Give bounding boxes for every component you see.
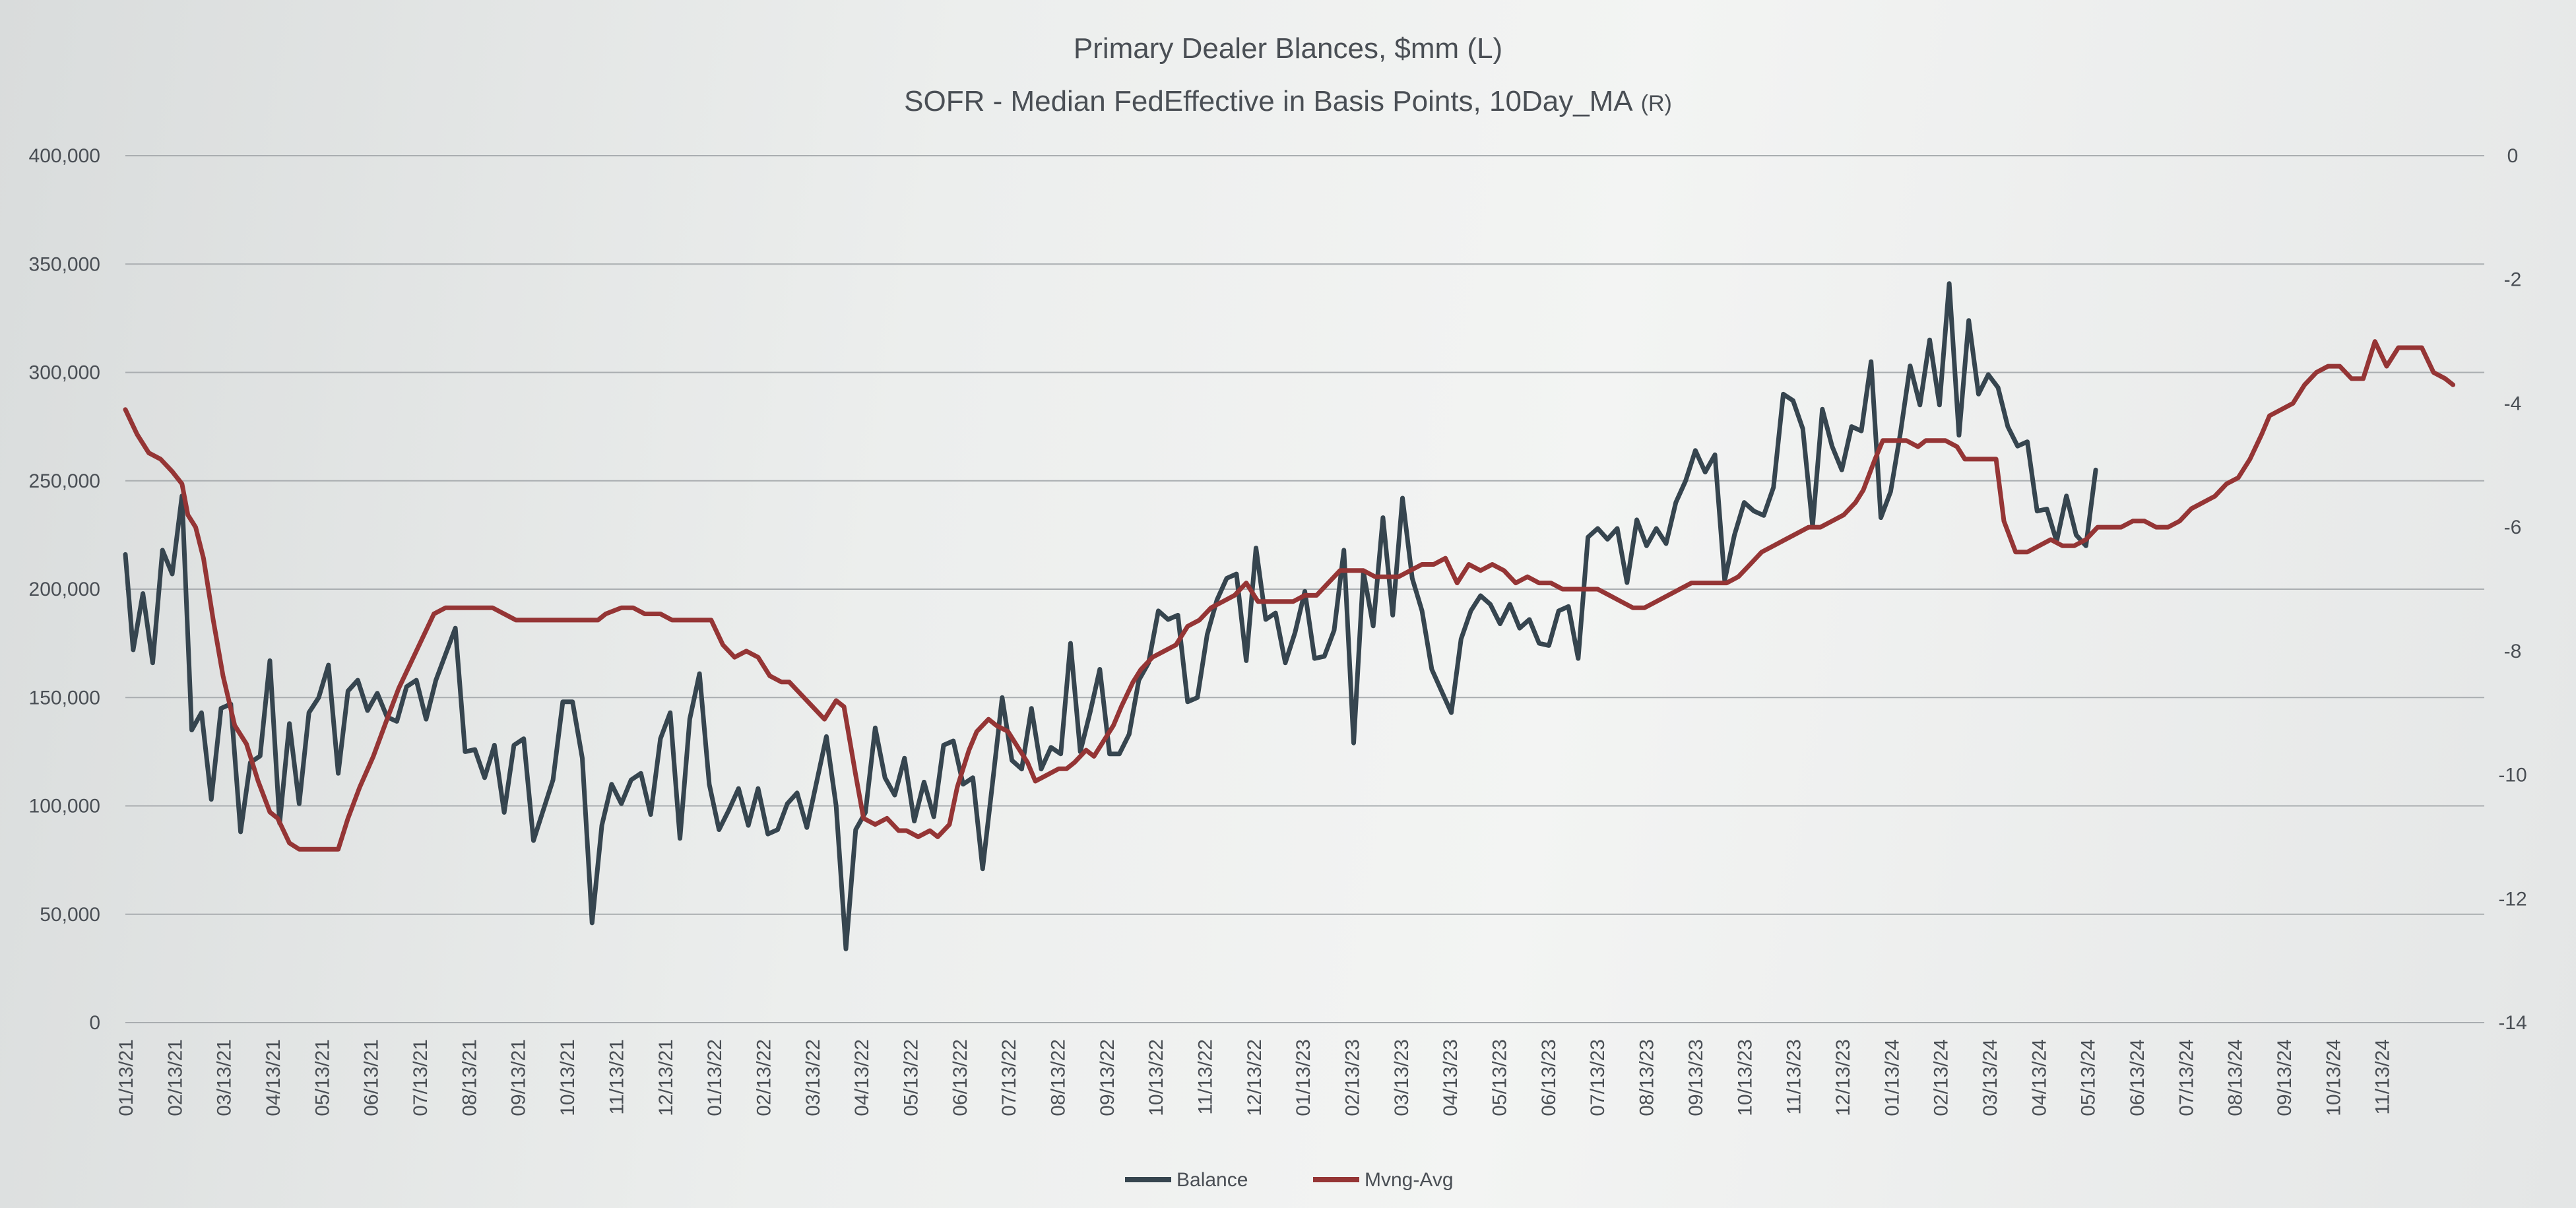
x-tick-label: 11/13/24 [2372, 1039, 2394, 1115]
left-y-axis: 0 50,000 100,000 150,000 200,000 250,000 300,0… [29, 145, 100, 1034]
x-tick-label: 03/13/24 [1980, 1039, 2001, 1116]
x-axis: 01/13/21 02/13/21 03/13/21 04/13/21 05/13/21… [115, 1039, 2394, 1116]
x-tick-label: 10/13/24 [2323, 1039, 2344, 1116]
left-y-tick-label: 0 [89, 1012, 100, 1034]
legend-label-mvng-avg: Mvng-Avg [1365, 1169, 1454, 1191]
x-tick-label: 03/13/22 [802, 1039, 824, 1116]
x-tick-label: 01/13/24 [1881, 1039, 1903, 1116]
x-tick-label: 09/13/22 [1097, 1039, 1118, 1116]
right-y-tick-label: -2 [2504, 269, 2522, 291]
x-tick-label: 10/13/21 [557, 1039, 579, 1116]
x-tick-label: 01/13/22 [704, 1039, 726, 1116]
right-y-tick-label: -10 [2498, 765, 2527, 786]
legend-label-balance: Balance [1176, 1169, 1248, 1191]
left-y-tick-label: 150,000 [29, 687, 100, 709]
x-tick-label: 05/13/24 [2078, 1039, 2100, 1116]
left-y-tick-label: 250,000 [29, 470, 100, 492]
left-y-tick-label: 100,000 [29, 796, 100, 817]
x-tick-label: 11/13/22 [1195, 1039, 1217, 1115]
x-tick-label: 06/13/22 [950, 1039, 971, 1116]
x-tick-label: 10/13/23 [1734, 1039, 1756, 1116]
x-tick-label: 02/13/23 [1342, 1039, 1364, 1116]
x-tick-label: 03/13/21 [214, 1039, 236, 1116]
x-tick-label: 01/13/23 [1293, 1039, 1314, 1116]
right-y-tick-label: -8 [2504, 641, 2522, 662]
x-tick-label: 02/13/24 [1931, 1039, 1952, 1116]
chart-subtitle: SOFR - Median FedEffective in Basis Poin… [904, 85, 1672, 117]
chart-title: Primary Dealer Blances, $mm (L) [1074, 32, 1502, 65]
left-y-tick-label: 50,000 [40, 904, 100, 926]
x-tick-label: 11/13/23 [1784, 1039, 1805, 1115]
x-tick-label: 08/13/23 [1636, 1039, 1658, 1116]
series-line-balance [123, 281, 2098, 951]
x-tick-label: 08/13/22 [1047, 1039, 1069, 1116]
x-tick-label: 07/13/21 [410, 1039, 432, 1116]
x-tick-label: 04/13/22 [851, 1039, 873, 1116]
right-y-tick-label: -6 [2504, 517, 2522, 538]
legend: Balance Mvng-Avg [1125, 1169, 1454, 1191]
x-tick-label: 06/13/23 [1538, 1039, 1560, 1116]
left-y-tick-label: 200,000 [29, 579, 100, 600]
left-y-tick-label: 300,000 [29, 362, 100, 384]
x-tick-label: 06/13/21 [361, 1039, 383, 1116]
x-tick-label: 03/13/23 [1391, 1039, 1413, 1116]
x-tick-label: 09/13/23 [1685, 1039, 1707, 1116]
x-tick-label: 02/13/22 [753, 1039, 775, 1116]
x-tick-label: 08/13/24 [2225, 1039, 2247, 1116]
x-tick-label: 04/13/24 [2028, 1039, 2050, 1116]
x-tick-label: 09/13/21 [508, 1039, 530, 1116]
x-tick-label: 01/13/21 [115, 1039, 137, 1116]
x-tick-label: 10/13/22 [1145, 1039, 1167, 1116]
chart-subtitle-suffix: (R) [1641, 91, 1672, 116]
x-tick-label: 02/13/21 [164, 1039, 186, 1116]
right-y-tick-label: -12 [2498, 888, 2527, 910]
x-tick-label: 08/13/21 [459, 1039, 480, 1116]
x-tick-label: 07/13/22 [998, 1039, 1020, 1116]
x-tick-label: 09/13/24 [2274, 1039, 2296, 1116]
x-tick-label: 05/13/21 [311, 1039, 333, 1116]
x-tick-label: 07/13/23 [1587, 1039, 1609, 1116]
x-tick-label: 04/13/21 [263, 1039, 284, 1116]
series-line-mvng-avg [123, 339, 2456, 852]
x-tick-label: 05/13/22 [900, 1039, 922, 1116]
left-y-tick-label: 400,000 [29, 145, 100, 167]
x-tick-label: 12/13/23 [1832, 1039, 1854, 1116]
right-y-tick-label: 0 [2507, 145, 2519, 167]
x-tick-label: 07/13/24 [2175, 1039, 2197, 1116]
chart-subtitle-main: SOFR - Median FedEffective in Basis Poin… [904, 85, 1633, 117]
x-tick-label: 06/13/24 [2127, 1039, 2148, 1116]
x-tick-label: 11/13/21 [606, 1039, 628, 1115]
right-y-tick-label: -14 [2498, 1012, 2527, 1034]
x-tick-label: 12/13/22 [1244, 1039, 1266, 1116]
series-lines [123, 281, 2456, 951]
x-tick-label: 12/13/21 [655, 1039, 677, 1116]
left-y-tick-label: 350,000 [29, 253, 100, 275]
right-y-axis: -14 -12 -10 -8 -6 -4 -2 0 [2498, 145, 2527, 1034]
x-tick-label: 04/13/23 [1440, 1039, 1462, 1116]
right-y-tick-label: -4 [2504, 393, 2522, 414]
x-tick-label: 05/13/23 [1489, 1039, 1511, 1116]
